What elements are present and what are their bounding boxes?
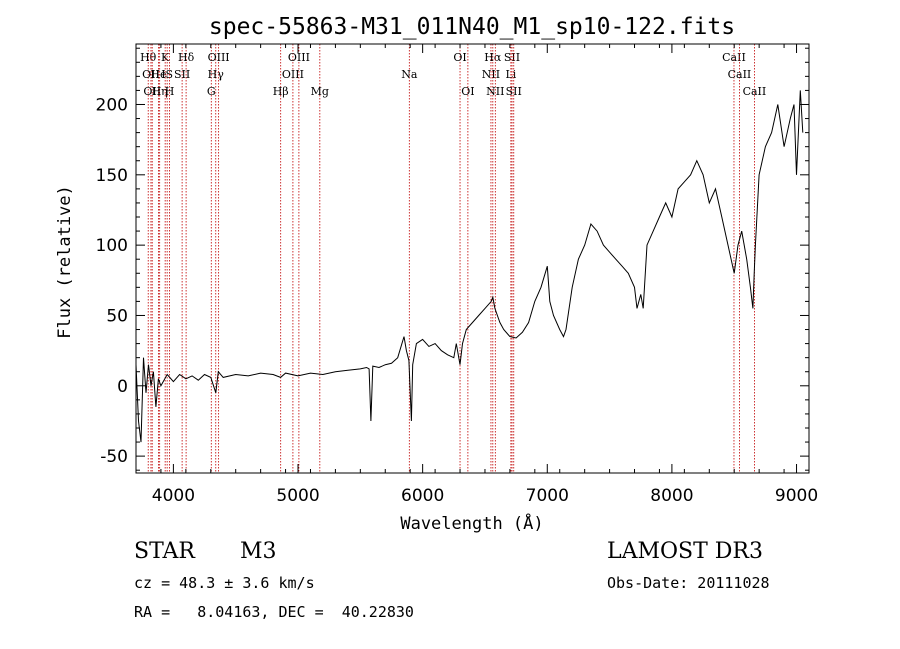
x-tick-label: 6000 xyxy=(401,486,444,506)
coordinates: RA = 8.04163, DEC = 40.22830 xyxy=(134,603,414,621)
line-label: SII xyxy=(174,68,190,81)
line-label: CaII xyxy=(728,68,752,81)
survey-label: LAMOST DR3 xyxy=(607,539,763,564)
line-label: IS xyxy=(161,68,173,81)
y-tick-label: 50 xyxy=(106,306,128,326)
line-label: G xyxy=(207,85,216,98)
reference-lines: HθOIIOIIHeHηKISHSIIHδGHγOIIIHβOIIIOIIIMg… xyxy=(140,44,766,473)
spectrum-plot xyxy=(136,90,804,443)
object-subclass: M3 xyxy=(240,539,277,564)
line-label: Li xyxy=(505,68,516,81)
x-axis-label: Wavelength (Å) xyxy=(400,512,543,534)
line-label: Hβ xyxy=(273,85,289,98)
line-label: H xyxy=(165,85,175,98)
line-label: He xyxy=(150,68,166,81)
y-tick-label: 0 xyxy=(117,377,128,397)
line-label: Hθ xyxy=(140,51,157,64)
line-label: CaII xyxy=(722,51,746,64)
line-label: OII xyxy=(143,85,161,98)
obs-date: Obs-Date: 20111028 xyxy=(607,574,770,592)
x-tick-label: 5000 xyxy=(276,486,319,506)
chart-title: spec-55863-M31_011N40_M1_sp10-122.fits xyxy=(209,14,735,40)
line-label: OIII xyxy=(282,68,304,81)
line-label: SII xyxy=(504,51,520,64)
y-tick-label: 100 xyxy=(96,236,128,256)
line-label: OI xyxy=(453,51,466,64)
object-class: STAR xyxy=(134,539,195,564)
line-label: SII xyxy=(506,85,522,98)
axis-ticks: 4000 5000 6000 7000 8000 9000 -50 0 50 100 150 200 xyxy=(96,44,818,506)
line-label: OI xyxy=(461,85,474,98)
line-label: Hα xyxy=(484,51,502,64)
line-label: Mg xyxy=(311,85,329,98)
line-label: Na xyxy=(401,68,418,81)
line-label: OIII xyxy=(288,51,310,64)
x-tick-label: 8000 xyxy=(650,486,693,506)
line-label: K xyxy=(161,51,170,64)
plot-frame xyxy=(135,43,810,474)
y-tick-label: -50 xyxy=(100,447,128,467)
line-label: Hγ xyxy=(208,68,225,81)
y-tick-label: 150 xyxy=(96,166,128,186)
x-tick-label: 7000 xyxy=(526,486,569,506)
line-label: Hδ xyxy=(178,51,195,64)
y-tick-label: 200 xyxy=(96,95,128,115)
line-label: CaII xyxy=(743,85,767,98)
x-tick-label: 9000 xyxy=(775,486,818,506)
line-label: OIII xyxy=(208,51,230,64)
spectrum-line xyxy=(136,90,804,443)
line-label: NII xyxy=(486,85,504,98)
line-label: OII xyxy=(142,68,160,81)
line-label: Hη xyxy=(152,85,168,98)
redshift-value: cz = 48.3 ± 3.6 km/s xyxy=(134,574,315,592)
x-tick-label: 4000 xyxy=(152,486,195,506)
line-label: NII xyxy=(482,68,500,81)
y-axis-label: Flux (relative) xyxy=(55,185,75,339)
